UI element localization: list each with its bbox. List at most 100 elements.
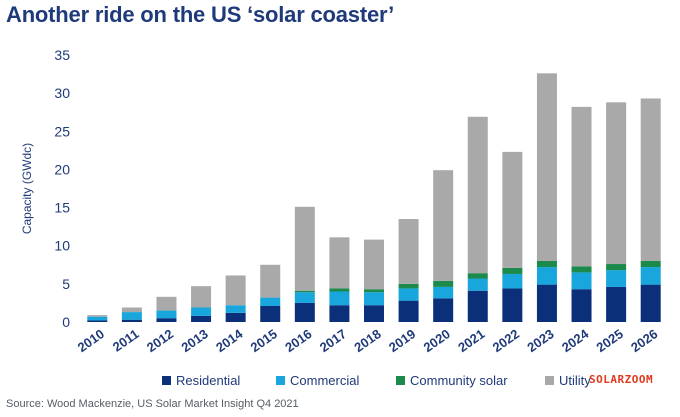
x-tick-label: 2015 <box>248 326 280 355</box>
x-tick-label: 2013 <box>178 326 210 355</box>
x-tick-label: 2024 <box>559 326 592 355</box>
bar-commercial <box>571 272 592 290</box>
bar-utility <box>364 239 384 290</box>
legend-swatch <box>162 376 171 385</box>
bar-utility <box>606 102 627 265</box>
bar-residential <box>121 319 142 322</box>
bar-commercial <box>294 292 315 303</box>
x-tick-label: 2011 <box>110 326 142 354</box>
bar-utility <box>225 275 246 306</box>
bar-residential <box>156 318 177 322</box>
bar-residential <box>398 300 419 322</box>
bar-commercial <box>191 307 212 316</box>
x-tick-label: 2018 <box>351 326 383 355</box>
bar-commercial <box>398 288 419 301</box>
bar-utility <box>191 286 212 308</box>
legend-swatch <box>276 376 285 385</box>
bar-residential <box>640 284 661 322</box>
bar-utility <box>536 73 557 261</box>
bar-utility <box>398 219 419 284</box>
bar-community-solar <box>329 288 350 292</box>
watermark: SOLARZOOM <box>589 373 654 386</box>
bar-commercial <box>606 270 627 287</box>
x-tick-label: 2022 <box>490 326 522 355</box>
bar-community-solar <box>571 266 592 273</box>
bar-commercial <box>364 292 384 306</box>
x-tick-label: 2020 <box>421 326 453 355</box>
legend-label: Residential <box>176 373 240 388</box>
bar-utility <box>433 170 454 281</box>
bar-utility <box>640 98 661 261</box>
x-tick-label: 2026 <box>628 326 660 355</box>
bar-residential <box>329 305 350 322</box>
legend-label: Commercial <box>290 373 359 388</box>
bar-commercial <box>640 267 661 285</box>
bar-utility <box>156 296 177 311</box>
bar-community-solar <box>433 280 454 287</box>
y-tick-label: 15 <box>54 200 70 216</box>
bar-utility <box>260 264 281 298</box>
bar-commercial <box>329 291 350 306</box>
x-tick-label: 2021 <box>455 326 487 355</box>
bar-community-solar <box>536 260 557 268</box>
bar-commercial <box>87 316 108 321</box>
y-tick-label: 0 <box>62 314 70 330</box>
bar-commercial <box>260 297 281 306</box>
y-tick-label: 35 <box>54 47 70 63</box>
y-tick-label: 5 <box>62 276 70 292</box>
bar-residential <box>571 289 592 322</box>
bar-residential <box>433 298 454 322</box>
bar-stacks <box>87 73 661 322</box>
bar-community-solar <box>467 273 488 279</box>
x-tick-label: 2025 <box>594 326 626 355</box>
y-axis-title: Capacity (GWdc) <box>20 143 34 234</box>
bar-residential <box>364 305 384 322</box>
x-tick-label: 2012 <box>144 326 176 355</box>
y-tick-label: 30 <box>54 85 70 101</box>
x-tick-label: 2017 <box>317 326 349 355</box>
bar-community-solar <box>640 260 661 268</box>
bar-commercial <box>121 312 142 320</box>
bar-community-solar <box>398 283 419 289</box>
x-tick-label: 2016 <box>282 326 314 355</box>
bar-utility <box>502 151 523 268</box>
legend: Residential Commercial Community solar Util… <box>162 373 591 388</box>
bar-community-solar <box>606 264 627 271</box>
bar-residential <box>225 312 246 322</box>
bar-utility <box>87 315 108 317</box>
bar-community-solar <box>364 289 384 293</box>
source-note: Source: Wood Mackenzie, US Solar Market … <box>6 398 299 410</box>
bar-residential <box>536 284 557 322</box>
bar-utility <box>121 307 142 313</box>
bar-commercial <box>433 286 454 299</box>
bar-utility <box>571 106 592 267</box>
bar-utility <box>294 206 315 291</box>
bar-commercial <box>467 278 488 291</box>
bar-commercial <box>536 267 557 285</box>
x-tick-label: 2014 <box>213 326 246 355</box>
bar-residential <box>191 315 212 322</box>
bar-residential <box>467 290 488 322</box>
y-axis-title-group: Capacity (GWdc) <box>20 143 34 234</box>
bar-residential <box>294 302 315 322</box>
x-tick-label: 2023 <box>524 326 556 355</box>
y-tick-label: 10 <box>54 238 70 254</box>
bar-community-solar <box>502 267 523 274</box>
legend-label: Utility <box>559 373 591 388</box>
bar-residential <box>87 320 108 322</box>
bar-residential <box>606 286 627 322</box>
bar-commercial <box>156 310 177 319</box>
legend-swatch <box>545 376 554 385</box>
chart-title: Another ride on the US ‘solar coaster’ <box>6 2 395 27</box>
bar-residential <box>260 305 281 322</box>
bar-community-solar <box>294 290 315 293</box>
y-tick-label: 25 <box>54 123 70 139</box>
x-tick-label: 2010 <box>75 326 107 355</box>
y-tick-label: 20 <box>54 161 70 177</box>
y-axis-ticks: 0 5 10 15 20 25 30 35 <box>54 47 70 330</box>
bar-utility <box>467 116 488 274</box>
legend-swatch <box>396 376 405 385</box>
bar-commercial <box>225 305 246 313</box>
legend-label: Community solar <box>410 373 508 388</box>
